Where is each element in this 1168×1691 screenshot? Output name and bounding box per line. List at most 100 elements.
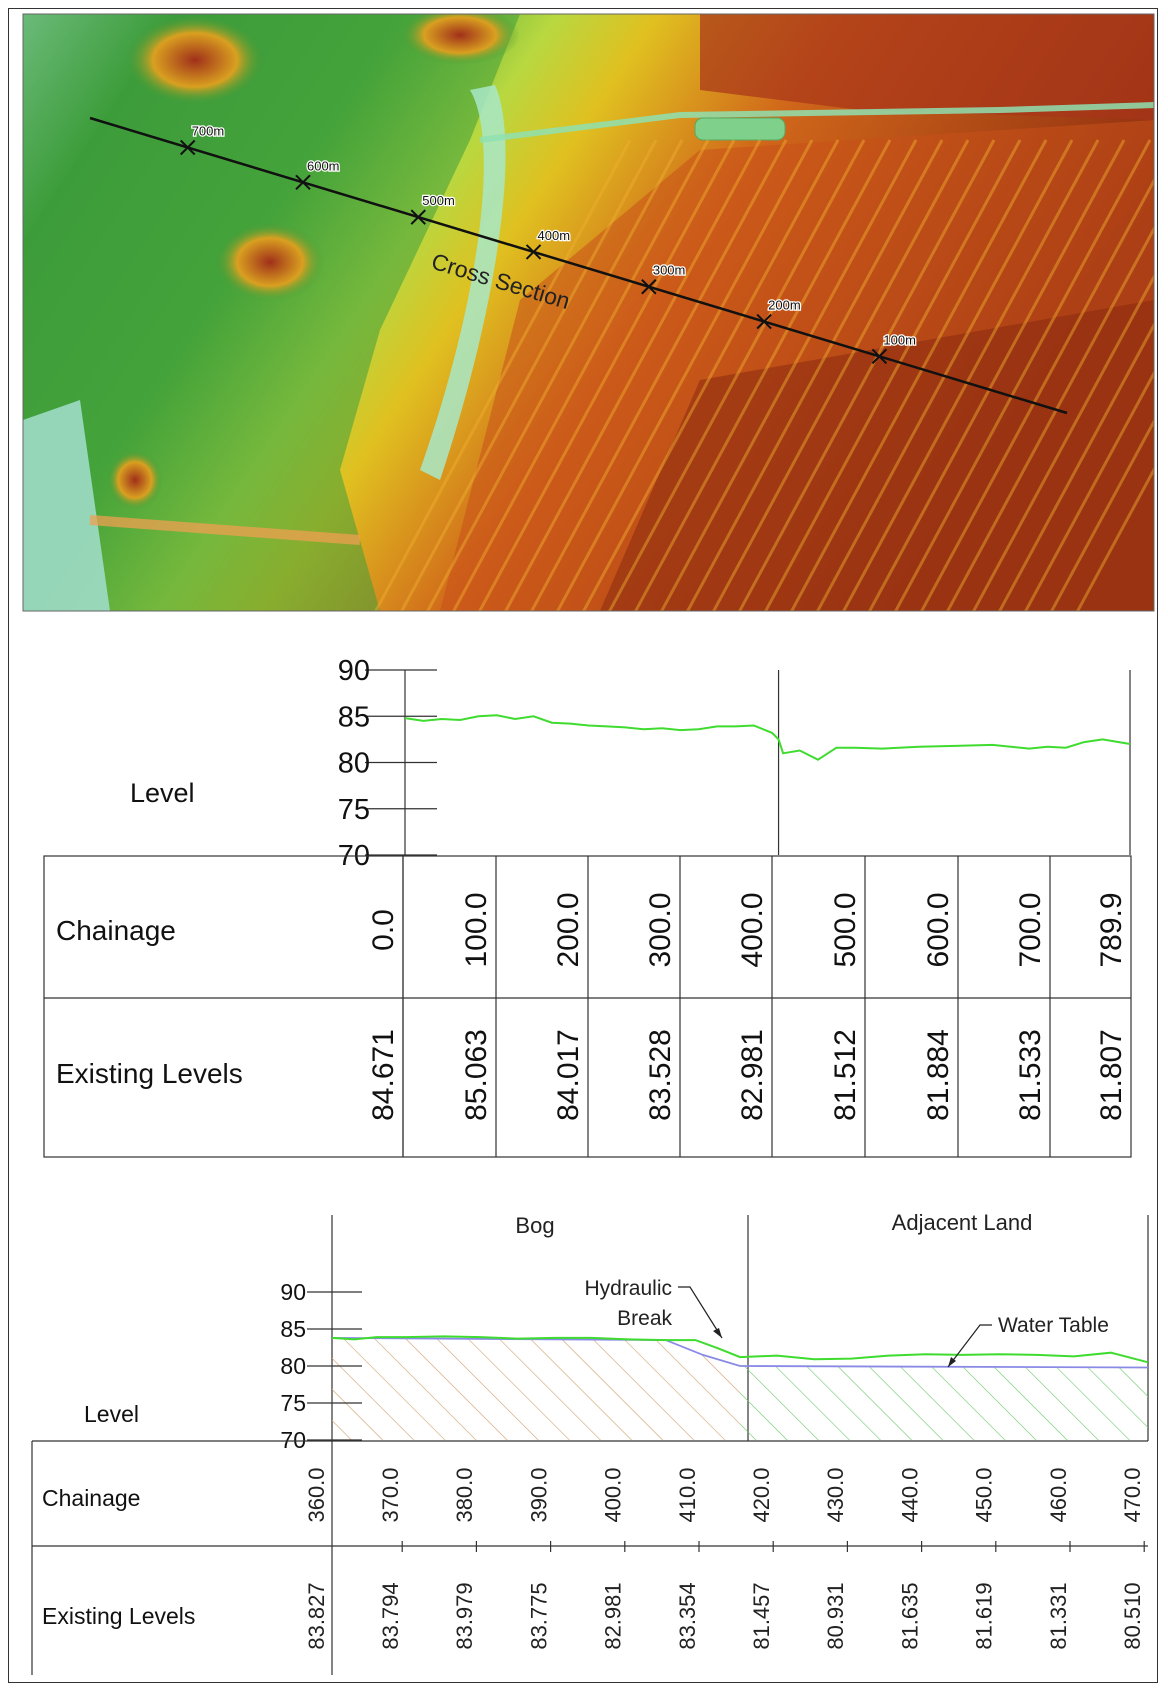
drain-stripe (607, 139, 866, 611)
chainage-cell: 0.0 (367, 909, 400, 951)
existing-level-cell: 81.807 (1095, 1029, 1128, 1121)
y-axis-label: Level (84, 1401, 139, 1427)
existing-level-cell: 81.635 (897, 1582, 922, 1649)
chainage-marker-label: 400m (538, 228, 571, 243)
water-area (23, 400, 110, 611)
arrowhead-icon (948, 1357, 956, 1367)
bog-hatch-area (332, 1337, 740, 1440)
drain-stripe (815, 139, 1074, 611)
chainage-marker-icon (295, 174, 311, 191)
existing-level-cell: 81.512 (829, 1029, 862, 1121)
chainage-cell: 100.0 (460, 892, 493, 967)
drain-stripe (711, 139, 970, 611)
series-line (404, 714, 1131, 761)
arrowhead-icon (713, 1328, 722, 1338)
y-tick-label: 90 (280, 1279, 306, 1305)
existing-level-cell: 84.017 (552, 1029, 585, 1121)
drain-stripe (737, 139, 996, 611)
row-label-existing-levels: Existing Levels (42, 1603, 195, 1629)
existing-level-cell: 83.528 (644, 1029, 677, 1121)
y-tick-label: 70 (280, 1427, 306, 1453)
chainage-cell: 360.0 (304, 1467, 329, 1522)
chainage-cell: 500.0 (829, 892, 862, 967)
existing-level-cell: 81.884 (922, 1029, 955, 1121)
cross-section-line (89, 116, 1068, 415)
chainage-cell: 440.0 (897, 1467, 922, 1522)
chainage-cell: 470.0 (1120, 1467, 1145, 1522)
chainage-marker-label: 100m (883, 332, 916, 347)
existing-level-cell: 84.671 (367, 1029, 400, 1121)
map-border (22, 13, 1155, 612)
table-cells: 0.0 84.671 100.0 85.063 200.0 84.017 300.0 83.5… (367, 856, 1128, 1157)
annotation-hydraulic: Hydraulic (584, 1277, 672, 1300)
chainage-marker-icon (756, 313, 772, 330)
y-tick-label: 75 (338, 794, 370, 826)
settling-pond (694, 117, 786, 141)
row-label-existing-levels: Existing Levels (56, 1058, 243, 1089)
figure-frame (8, 8, 1158, 1683)
chainage-marker-icon (410, 209, 426, 225)
y-axis-label: Level (130, 778, 195, 808)
existing-level-cell: 81.331 (1046, 1582, 1071, 1649)
zone-label-adjacent-land: Adjacent Land (892, 1210, 1033, 1235)
existing-level-cell: 81.457 (749, 1582, 774, 1649)
drain-stripe (425, 139, 684, 611)
drain-stripe (841, 139, 1100, 611)
ground-level-line (331, 1335, 1149, 1364)
chainage-cell: 460.0 (1046, 1467, 1071, 1522)
row-label-chainage: Chainage (42, 1485, 140, 1511)
adjacent-land-hatch-area (740, 1366, 1148, 1440)
existing-level-cell: 83.794 (378, 1582, 403, 1649)
existing-level-cell: 82.981 (601, 1582, 626, 1649)
drain-stripe (581, 139, 840, 611)
existing-level-cell: 81.619 (972, 1582, 997, 1649)
chainage-cell: 300.0 (644, 892, 677, 967)
zone-label-bog: Bog (515, 1213, 554, 1238)
chainage-cell: 700.0 (1014, 892, 1047, 967)
drain-channel (420, 85, 506, 480)
annotation-break: Break (617, 1307, 672, 1330)
y-tick-label: 85 (280, 1316, 306, 1342)
drain-stripe (373, 139, 632, 611)
chainage-cell: 430.0 (823, 1467, 848, 1522)
existing-level-cell: 80.931 (823, 1582, 848, 1649)
chainage-marker-label: 300m (653, 263, 686, 278)
drain-stripe (477, 139, 736, 611)
drain-stripe (1049, 418, 1154, 611)
y-tick-label: 90 (338, 655, 370, 687)
water-table-line (331, 1337, 1149, 1369)
chainage-markers: 700m 600m 500m 400m 300m 200m 100m (179, 122, 917, 365)
drain-stripe (555, 139, 814, 611)
chainage-cell: 410.0 (675, 1467, 700, 1522)
existing-level-cell: 80.510 (1120, 1582, 1145, 1649)
bog-deep (600, 300, 1154, 611)
chainage-cell: 200.0 (552, 892, 585, 967)
chainage-marker-label: 200m (768, 298, 801, 313)
chainage-marker-icon (871, 348, 888, 365)
y-tick-label: 80 (280, 1353, 306, 1379)
annotation-water-table: Water Table (998, 1314, 1109, 1337)
drain-channel (89, 515, 361, 545)
chainage-cell: 600.0 (922, 892, 955, 967)
row-label-chainage: Chainage (56, 915, 176, 946)
drain-stripe (659, 139, 918, 611)
drain-stripe (789, 139, 1048, 611)
drain-stripe (529, 139, 788, 611)
drain-stripe (451, 139, 710, 611)
existing-level-cell: 83.354 (675, 1582, 700, 1649)
high-ground-blob (125, 15, 265, 105)
high-ground-blob (215, 222, 325, 302)
existing-level-cell: 83.775 (526, 1582, 551, 1649)
drain-stripe (685, 139, 944, 611)
existing-level-cell: 81.533 (1014, 1029, 1047, 1121)
drain-stripe (919, 177, 1154, 611)
drain-stripe (1023, 370, 1154, 611)
drain-stripe (945, 225, 1154, 611)
chainage-marker-label: 600m (307, 158, 340, 173)
chainage-cell: 400.0 (736, 892, 769, 967)
drain-stripe (893, 139, 1152, 611)
